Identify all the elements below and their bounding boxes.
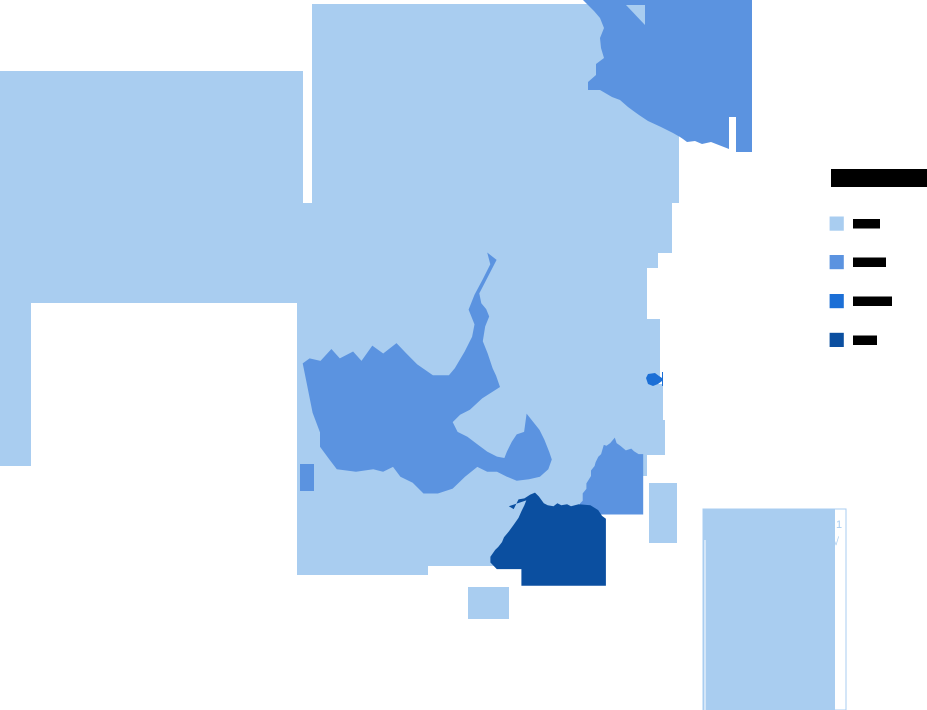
svg-text:√: √ [833, 536, 840, 548]
svg-text:1: 1 [836, 519, 842, 531]
